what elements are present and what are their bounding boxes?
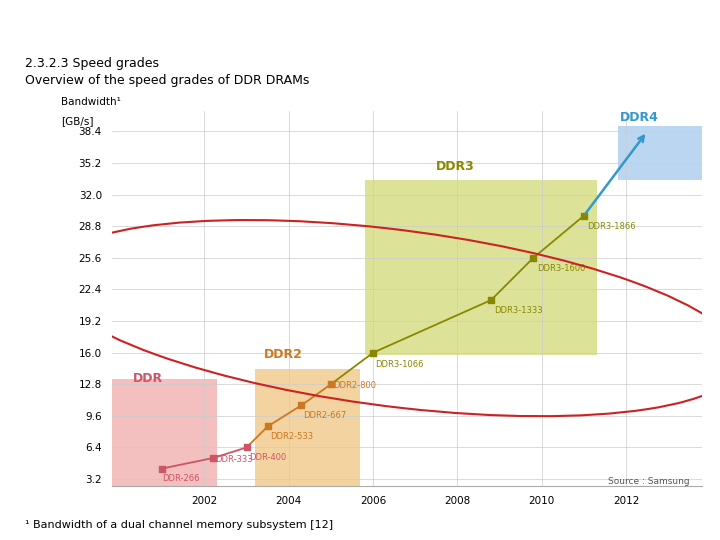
Point — [367, 348, 379, 357]
Point — [485, 296, 497, 305]
Text: DDR3: DDR3 — [436, 160, 475, 173]
Text: [GB/s]: [GB/s] — [61, 116, 94, 126]
Text: DDR3-1600: DDR3-1600 — [536, 264, 585, 273]
Bar — [255, 369, 361, 486]
Point — [578, 211, 590, 220]
Text: 2.3.2.3 Speed grades (1): 2.3.2.3 Speed grades (1) — [235, 10, 485, 29]
Text: Bandwidth¹: Bandwidth¹ — [61, 97, 121, 107]
Point — [325, 380, 337, 389]
Text: DDR2: DDR2 — [264, 348, 302, 361]
Text: DDR2-667: DDR2-667 — [304, 411, 347, 420]
Point — [207, 454, 219, 462]
Text: DDR: DDR — [132, 372, 163, 386]
Text: DDR2-800: DDR2-800 — [333, 381, 376, 390]
Text: DDR4: DDR4 — [620, 111, 659, 124]
Text: DDR3-1866: DDR3-1866 — [588, 221, 636, 231]
Text: DDR3-1333: DDR3-1333 — [495, 306, 543, 315]
Point — [528, 254, 539, 262]
Text: ¹ Bandwidth of a dual channel memory subsystem [12]: ¹ Bandwidth of a dual channel memory sub… — [25, 520, 333, 530]
Point — [296, 401, 307, 410]
Text: DDR3-1066: DDR3-1066 — [375, 360, 423, 369]
Bar — [618, 125, 702, 180]
Bar — [112, 379, 217, 486]
Bar — [364, 180, 597, 355]
Point — [262, 422, 274, 431]
Point — [240, 443, 252, 452]
Text: DDR-333: DDR-333 — [215, 455, 253, 464]
Text: DDR2-533: DDR2-533 — [270, 433, 313, 441]
Text: 2.3.2.3 Speed grades: 2.3.2.3 Speed grades — [25, 57, 159, 71]
Text: Overview of the speed grades of DDR DRAMs: Overview of the speed grades of DDR DRAM… — [25, 73, 310, 87]
Text: Source : Samsung: Source : Samsung — [608, 476, 689, 485]
Text: DDR-400: DDR-400 — [248, 454, 286, 462]
Point — [156, 464, 168, 473]
Text: DDR-266: DDR-266 — [162, 475, 199, 483]
